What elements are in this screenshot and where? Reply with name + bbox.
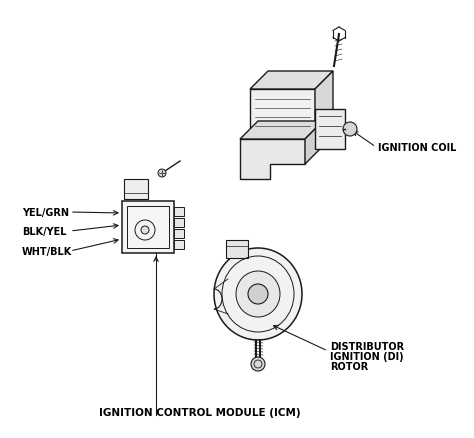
Text: IGNITION CONTROL MODULE (ICM): IGNITION CONTROL MODULE (ICM) bbox=[99, 407, 301, 417]
Polygon shape bbox=[315, 72, 333, 140]
Bar bbox=[122, 201, 174, 254]
Text: IGNITION COIL: IGNITION COIL bbox=[378, 143, 456, 153]
Bar bbox=[226, 240, 248, 258]
Circle shape bbox=[251, 357, 265, 371]
Bar bbox=[124, 180, 148, 200]
Polygon shape bbox=[315, 110, 345, 150]
Bar bbox=[174, 219, 184, 227]
Circle shape bbox=[248, 284, 268, 304]
Circle shape bbox=[343, 123, 357, 137]
Text: WHT/BLK: WHT/BLK bbox=[22, 247, 72, 256]
Polygon shape bbox=[240, 122, 323, 140]
Text: BLK/YEL: BLK/YEL bbox=[22, 226, 66, 237]
Bar bbox=[127, 207, 169, 248]
Text: ROTOR: ROTOR bbox=[330, 361, 368, 371]
Polygon shape bbox=[305, 122, 323, 165]
Ellipse shape bbox=[214, 248, 302, 340]
Polygon shape bbox=[250, 72, 333, 90]
Circle shape bbox=[158, 170, 166, 177]
Polygon shape bbox=[240, 140, 305, 180]
Polygon shape bbox=[250, 90, 315, 140]
Text: YEL/GRN: YEL/GRN bbox=[22, 208, 69, 218]
Bar bbox=[174, 230, 184, 238]
Text: DISTRIBUTOR: DISTRIBUTOR bbox=[330, 341, 404, 351]
Bar bbox=[174, 240, 184, 249]
Ellipse shape bbox=[236, 272, 280, 317]
Circle shape bbox=[141, 226, 149, 234]
Bar bbox=[174, 208, 184, 216]
Text: IGNITION (DI): IGNITION (DI) bbox=[330, 351, 404, 361]
